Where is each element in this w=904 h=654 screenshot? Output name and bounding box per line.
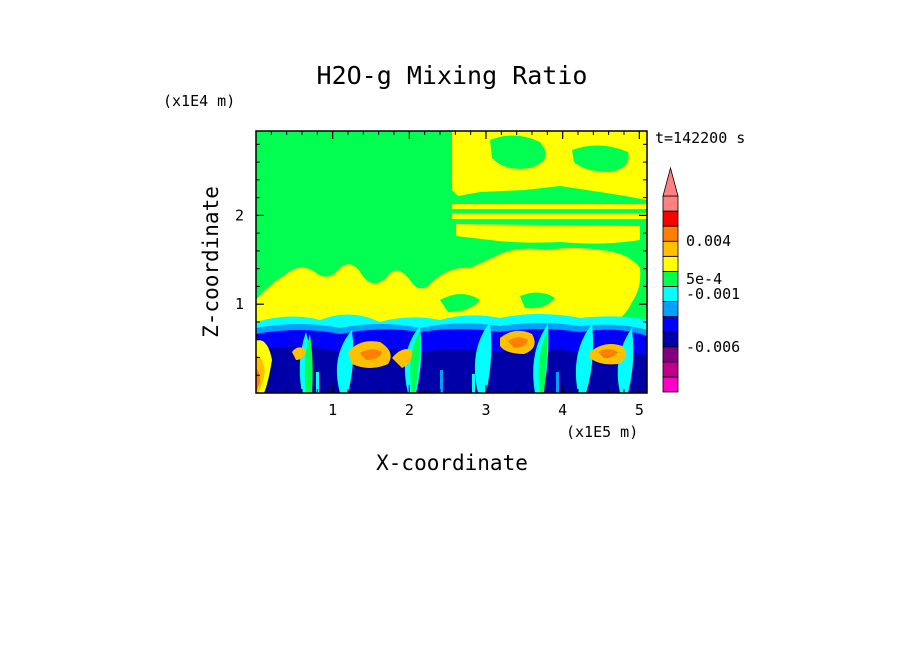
- yellow-band: [456, 224, 640, 244]
- upper-green-patch: [572, 145, 629, 172]
- colorbar-segment: [662, 270, 679, 287]
- orange-blob: [360, 349, 382, 360]
- plume: [538, 330, 548, 393]
- chart-title: H2O-g Mixing Ratio: [317, 61, 588, 90]
- plume: [304, 334, 313, 393]
- plume: [474, 322, 492, 393]
- plot-frame: [255, 130, 648, 394]
- yellow-band: [452, 204, 647, 209]
- mid-green-patch: [440, 294, 480, 312]
- y-unit-label: (x1E4 m): [163, 92, 235, 110]
- surface-streak: [440, 370, 443, 393]
- orange-blob: [508, 337, 528, 348]
- x-tick-label: 5: [635, 401, 644, 419]
- left-edge-pocket: [256, 368, 260, 392]
- x-unit-label: (x1E5 m): [566, 423, 638, 441]
- y-tick-label: 2: [235, 206, 244, 224]
- upper-green-patch: [490, 135, 546, 169]
- x-axis-label: X-coordinate: [376, 451, 528, 475]
- y-axis-label: Z-coordinate: [199, 186, 223, 338]
- colorbar-extend-arrow: [662, 166, 679, 197]
- colorbar-segment: [662, 376, 679, 393]
- colorbar-segment: [662, 316, 679, 333]
- x-tick-label: 3: [481, 401, 490, 419]
- colorbar-segment: [662, 240, 679, 257]
- colorbar-segment: [662, 195, 679, 212]
- colorbar-label: 0.004: [686, 232, 731, 250]
- surface-streak: [556, 372, 559, 393]
- colorbar: 0.004 5e-4-0.001 -0.006: [662, 166, 740, 393]
- colorbar-label: -0.006: [686, 338, 740, 356]
- axes: 1 2 3 4 5 1 2: [235, 130, 648, 419]
- time-label: t=142200 s: [655, 129, 745, 147]
- y-tick-label: 1: [235, 295, 244, 313]
- colorbar-segment: [662, 301, 679, 318]
- x-tick-label: 1: [328, 401, 337, 419]
- plume: [575, 324, 594, 393]
- colorbar-segment: [662, 225, 679, 242]
- yellow-band: [452, 213, 647, 219]
- colorbar-segment: [662, 255, 679, 272]
- colorbar-segment: [662, 361, 679, 378]
- plume: [336, 330, 354, 393]
- colorbar-segment: [662, 346, 679, 363]
- surface-streak: [472, 374, 475, 393]
- mid-green-patch: [520, 292, 555, 309]
- colorbar-label: -0.001: [686, 285, 740, 303]
- orange-blob: [292, 347, 306, 360]
- orange-blob: [392, 349, 413, 368]
- orange-blob: [598, 349, 618, 358]
- surface-streak: [316, 372, 319, 393]
- x-tick-label: 4: [558, 401, 567, 419]
- plume: [617, 328, 634, 393]
- colorbar-segment: [662, 331, 679, 348]
- colorbar-segment: [662, 286, 679, 302]
- colorbar-segment: [662, 210, 679, 227]
- plume: [410, 330, 420, 393]
- contour-field: [256, 131, 647, 393]
- colorbar-label: 5e-4: [686, 270, 722, 288]
- x-tick-label: 2: [405, 401, 414, 419]
